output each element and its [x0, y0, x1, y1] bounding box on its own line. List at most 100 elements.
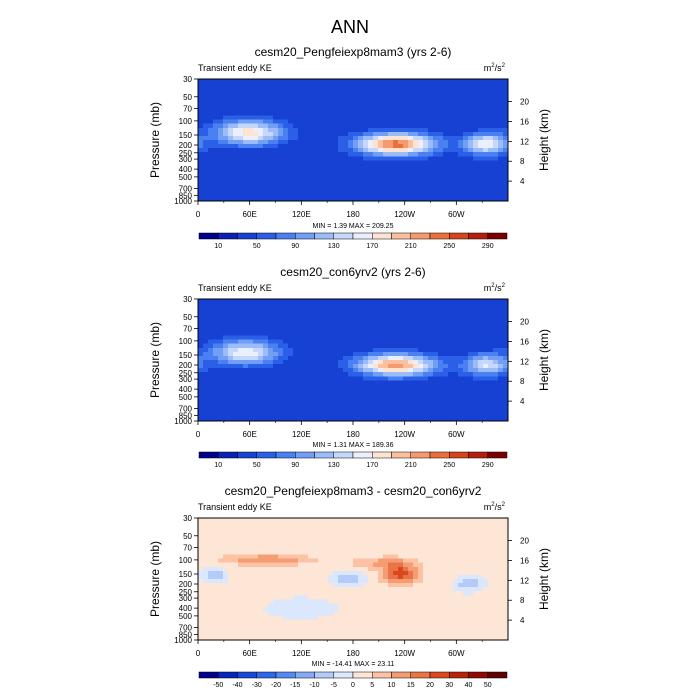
- contour-cell: [418, 299, 424, 304]
- contour-cell: [433, 538, 439, 543]
- contour-cell: [303, 196, 309, 202]
- contour-cell: [348, 111, 354, 116]
- contour-cell: [238, 168, 244, 173]
- contour-cell: [233, 343, 239, 349]
- contour-cell: [353, 152, 359, 157]
- contour-cell: [338, 144, 344, 149]
- contour-cell: [483, 99, 489, 104]
- contour-cell: [268, 87, 274, 92]
- contour-cell: [373, 384, 379, 389]
- contour-cell: [258, 87, 264, 92]
- contour-cell: [213, 355, 219, 361]
- contour-cell: [293, 144, 299, 149]
- contour-cell: [278, 160, 284, 165]
- contour-cell: [413, 152, 419, 157]
- contour-cell: [368, 542, 374, 547]
- contour-cell: [408, 574, 414, 580]
- contour-cell: [273, 192, 279, 198]
- contour-cell: [218, 87, 224, 92]
- contour-cell: [353, 526, 359, 531]
- contour-cell: [503, 343, 509, 349]
- contour-cell: [248, 388, 254, 393]
- contour-cell: [463, 140, 469, 145]
- contour-cell: [218, 192, 224, 198]
- contour-cell: [308, 79, 314, 84]
- contour-cell: [323, 160, 329, 165]
- contour-cell: [473, 119, 479, 125]
- contour-cell: [223, 372, 229, 377]
- contour-cell: [238, 583, 244, 588]
- contour-cell: [418, 558, 424, 564]
- contour-cell: [338, 87, 344, 92]
- contour-cell: [228, 160, 234, 165]
- contour-cell: [248, 416, 254, 422]
- contour-cell: [283, 160, 289, 165]
- contour-cell: [403, 311, 409, 316]
- contour-cell: [413, 388, 419, 393]
- contour-cell: [238, 376, 244, 381]
- contour-cell: [388, 351, 394, 357]
- contour-cell: [473, 518, 479, 523]
- contour-cell: [408, 87, 414, 92]
- contour-cell: [378, 558, 384, 564]
- contour-cell: [328, 583, 334, 588]
- colorbar: 10 50 90 130 170 210 250 290: [198, 232, 508, 250]
- contour-cell: [203, 335, 209, 341]
- contour-cell: [203, 538, 209, 543]
- contour-cell: [498, 554, 504, 560]
- contour-cell: [313, 339, 319, 345]
- contour-cell: [253, 396, 259, 402]
- contour-cell: [288, 392, 294, 397]
- contour-cell: [378, 380, 384, 385]
- contour-cell: [233, 396, 239, 402]
- contour-cell: [393, 372, 399, 377]
- contour-cell: [418, 311, 424, 316]
- contour-cell: [333, 579, 339, 584]
- y-tick-label: 300: [179, 155, 193, 164]
- contour-cell: [363, 566, 369, 572]
- contour-cell: [398, 530, 404, 535]
- contour-cell: [333, 388, 339, 393]
- contour-cell: [238, 408, 244, 414]
- contour-cell: [478, 368, 484, 373]
- contour-cell: [363, 168, 369, 173]
- contour-cell: [223, 115, 229, 121]
- contour-cell: [408, 347, 414, 353]
- contour-cell: [478, 311, 484, 316]
- contour-cell: [368, 343, 374, 349]
- contour-cell: [308, 123, 314, 129]
- contour-cell: [288, 95, 294, 100]
- contour-cell: [498, 156, 504, 161]
- contour-cell: [198, 534, 204, 539]
- contour-cell: [298, 368, 304, 373]
- contour-cell: [348, 115, 354, 121]
- contour-cell: [233, 135, 239, 141]
- contour-cell: [213, 184, 219, 190]
- contour-cell: [453, 355, 459, 361]
- contour-cell: [493, 79, 499, 84]
- contour-cell: [323, 534, 329, 539]
- contour-cell: [378, 347, 384, 353]
- contour-cell: [413, 184, 419, 190]
- contour-cell: [198, 188, 204, 194]
- contour-cell: [348, 335, 354, 341]
- contour-cell: [208, 546, 214, 551]
- contour-cell: [318, 131, 324, 137]
- contour-cell: [498, 311, 504, 316]
- contour-cell: [203, 111, 209, 116]
- contour-cell: [478, 570, 484, 576]
- contour-cell: [253, 140, 259, 145]
- contour-cell: [413, 323, 419, 328]
- contour-cell: [503, 562, 509, 568]
- contour-cell: [498, 176, 504, 182]
- contour-cell: [423, 148, 429, 153]
- contour-cell: [348, 176, 354, 182]
- contour-cell: [268, 307, 274, 312]
- contour-cell: [203, 327, 209, 332]
- contour-cell: [453, 303, 459, 308]
- contour-cell: [458, 323, 464, 328]
- contour-cell: [223, 176, 229, 182]
- contour-cell: [393, 404, 399, 410]
- contour-cell: [408, 192, 414, 198]
- contour-cell: [228, 164, 234, 169]
